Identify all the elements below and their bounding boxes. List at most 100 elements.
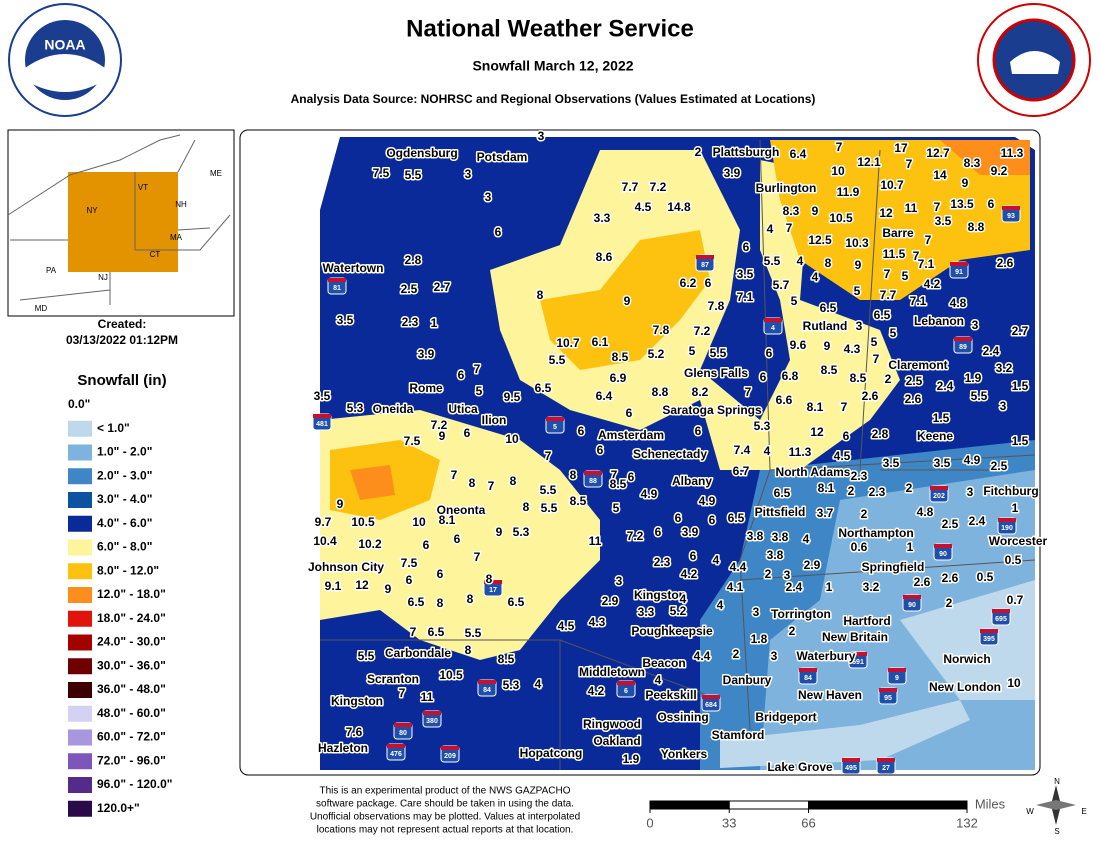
- legend-swatch: [68, 682, 92, 698]
- snowfall-value: 4.4: [694, 649, 711, 663]
- snowfall-value: 2: [789, 624, 796, 638]
- snowfall-value: 7: [934, 200, 941, 214]
- snowfall-value: 8.1: [807, 400, 824, 414]
- state-label: NH: [175, 200, 187, 209]
- snowfall-value: 0.6: [851, 540, 868, 554]
- snowfall-value: 4.8: [917, 505, 934, 519]
- place-label: Kingston: [331, 694, 383, 708]
- snowfall-value: 3: [972, 318, 979, 332]
- interstate-number: 380: [426, 718, 438, 725]
- interstate-number: 684: [705, 702, 717, 709]
- snowfall-value: 9: [439, 429, 446, 443]
- snowfall-value: 2.5: [906, 374, 923, 388]
- snowfall-value: 6: [655, 525, 662, 539]
- snowfall-value: 2.6: [914, 575, 931, 589]
- snowfall-value: 3.9: [724, 166, 741, 180]
- place-label: Amsterdam: [598, 428, 664, 442]
- state-label: MA: [170, 233, 183, 242]
- snowfall-value: 11.5: [883, 247, 906, 261]
- scale-segment: [649, 800, 730, 810]
- scale-segment: [728, 800, 809, 810]
- snowfall-value: 7: [841, 400, 848, 414]
- interstate-number: 495: [845, 765, 857, 772]
- snowfall-value: 6: [495, 225, 502, 239]
- place-label: Norwich: [943, 652, 990, 666]
- scale-unit: Miles: [975, 796, 1006, 811]
- snowfall-value: 2: [695, 145, 702, 159]
- snowfall-value: 6.2: [680, 276, 697, 290]
- legend-label: 96.0" - 120.0": [97, 777, 172, 791]
- legend-swatch: [68, 468, 92, 485]
- place-label: Ilion: [482, 413, 507, 427]
- snowfall-value: 1: [431, 316, 438, 330]
- interstate-shield-top: [617, 681, 635, 685]
- snowfall-value: 9.1: [325, 579, 342, 593]
- snowfall-value: 5: [476, 384, 483, 398]
- snowfall-value: 12.5: [808, 233, 832, 247]
- snowfall-value: 4.5: [635, 200, 652, 214]
- snowfall-value: 0.5: [977, 570, 994, 584]
- snowfall-value: 6: [988, 197, 995, 211]
- snowfall-value: 7: [925, 233, 932, 247]
- snowfall-value: 11: [905, 201, 918, 215]
- snowfall-value: 7: [836, 140, 843, 154]
- scale-label: 0: [646, 815, 653, 830]
- snowfall-value: 0.5: [1005, 553, 1022, 567]
- snowfall-value: 4: [764, 444, 771, 458]
- interstate-shield-top: [842, 758, 860, 762]
- place-label: North Adams: [776, 465, 851, 479]
- snowfall-value: 6: [690, 549, 697, 563]
- snowfall-value: 1.5: [1012, 379, 1029, 393]
- snowfall-value: 4: [797, 254, 804, 268]
- snowfall-value: 3.5: [934, 456, 951, 470]
- snowfall-value: 8: [467, 592, 474, 606]
- state-label: CT: [150, 250, 161, 259]
- snowfall-value: 2.4: [786, 580, 803, 594]
- interstate-number: 6: [624, 688, 628, 695]
- snowfall-value: 3: [485, 190, 492, 204]
- snowfall-value: 8.5: [610, 477, 627, 491]
- snowfall-value: 2: [946, 596, 953, 610]
- interstate-shield-top: [879, 688, 897, 692]
- snowfall-value: 3: [753, 605, 760, 619]
- place-label: Johnson City: [308, 560, 384, 574]
- snowfall-value: 8.5: [612, 350, 629, 364]
- interstate-number: 87: [701, 262, 709, 269]
- snowfall-value: 7: [786, 221, 793, 235]
- compass-s: S: [1054, 827, 1059, 836]
- snowfall-value: 4: [713, 553, 720, 567]
- place-label: Peekskill: [645, 688, 696, 702]
- snowfall-value: 3.3: [594, 211, 611, 225]
- interstate-shield-top: [980, 629, 998, 633]
- snowfall-value: 6: [458, 368, 465, 382]
- snowfall-value: 8.3: [964, 156, 981, 170]
- snowfall-value: 17: [894, 141, 908, 155]
- snowfall-value: 8.1: [439, 513, 456, 527]
- snowfall-value: 2.7: [434, 280, 451, 294]
- state-label: MD: [35, 304, 48, 313]
- snowfall-value: 6: [437, 567, 444, 581]
- place-label: Lebanon: [914, 314, 964, 328]
- snowfall-value: 9: [385, 582, 392, 596]
- interstate-number: 395: [983, 636, 995, 643]
- place-label: Ogdensburg: [386, 146, 457, 160]
- snowfall-value: 4.3: [844, 342, 861, 356]
- snowfall-value: 6: [626, 406, 633, 420]
- snowfall-value: 9: [962, 176, 969, 190]
- legend-swatch: [68, 729, 92, 746]
- snowfall-value: 6.7: [733, 464, 750, 478]
- state-label: ME: [210, 169, 222, 178]
- legend-swatch: [68, 539, 92, 556]
- snowfall-value: 6.5: [728, 511, 745, 525]
- interstate-number: 84: [804, 675, 812, 682]
- snowfall-value: 6: [454, 532, 461, 546]
- interstate-number: 90: [908, 602, 916, 609]
- snowfall-value: 9: [855, 258, 862, 272]
- snowfall-value: 1.5: [1012, 434, 1029, 448]
- interstate-shield-top: [328, 278, 346, 282]
- snowfall-value: 6: [423, 538, 430, 552]
- snowfall-value: 7.2: [650, 180, 667, 194]
- snowfall-value: 9: [624, 294, 631, 308]
- snowfall-value: 4: [717, 598, 724, 612]
